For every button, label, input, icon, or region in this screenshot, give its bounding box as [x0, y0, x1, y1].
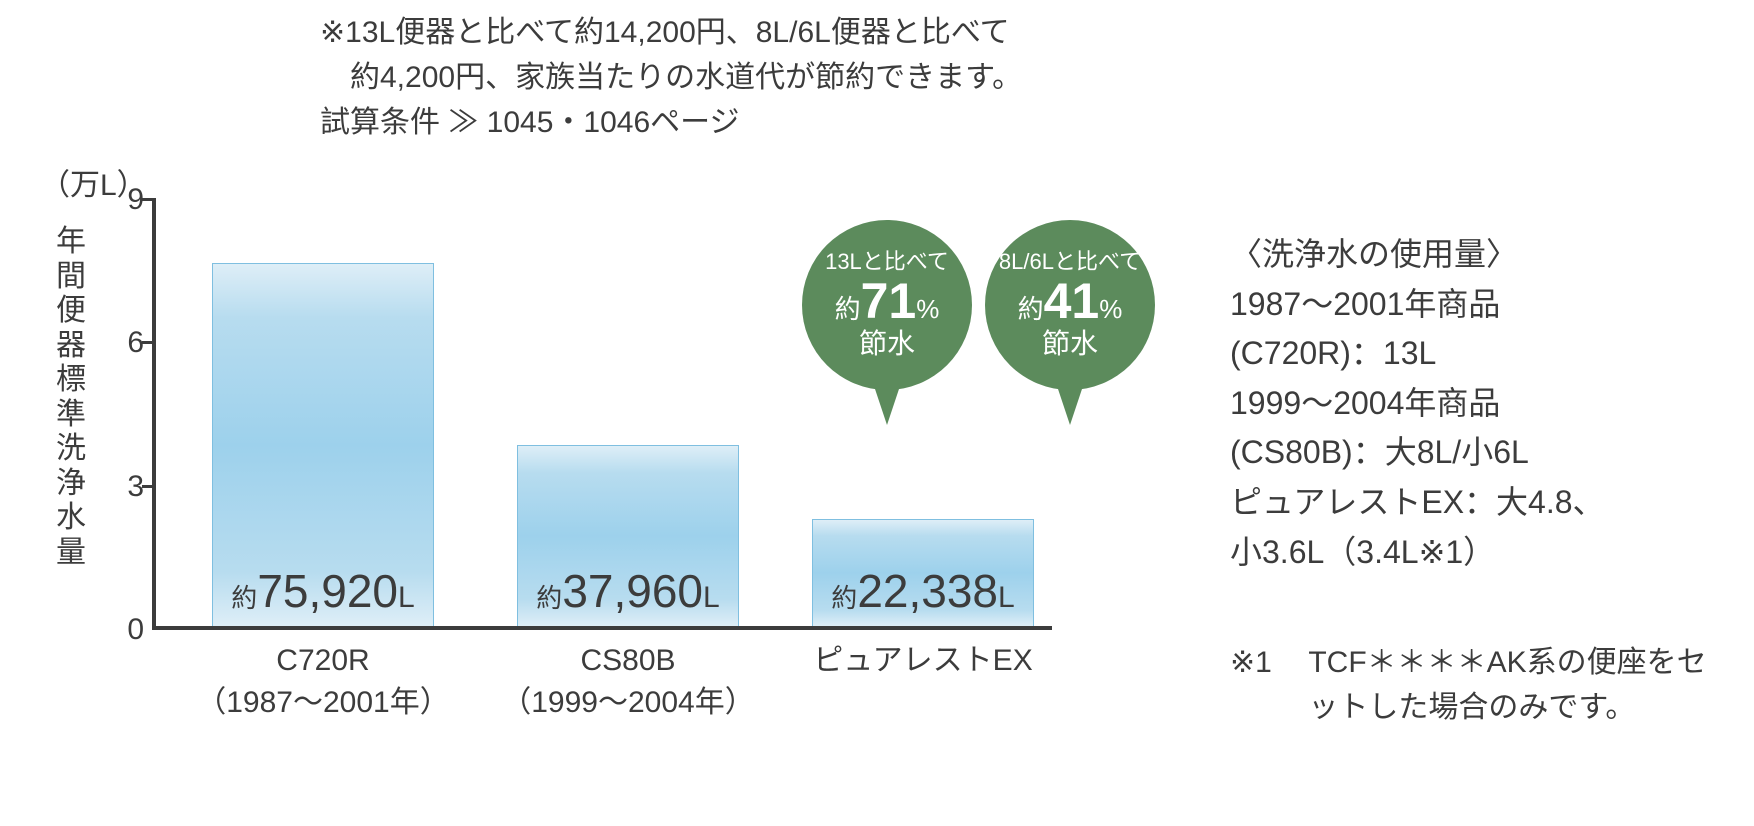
x-axis-line: [152, 626, 1052, 630]
side-line: 1987〜2001年商品: [1230, 280, 1730, 330]
side-title: 〈洗浄水の使用量〉: [1230, 230, 1730, 280]
side-notes: 〈洗浄水の使用量〉 1987〜2001年商品 (C720R)：13L 1999〜…: [1230, 230, 1730, 577]
top-notes: ※13L便器と比べて約14,200円、8L/6L便器と比べて 約4,200円、家…: [320, 10, 1220, 145]
side-line: ピュアレストEX：大4.8、: [1230, 478, 1730, 528]
y-tick-mark: [142, 198, 156, 201]
x-category-label: C720R（1987〜2001年）: [173, 640, 473, 724]
bar: 約37,960L: [517, 445, 739, 626]
x-category-label: CS80B（1999〜2004年）: [478, 640, 778, 724]
y-tick-label: 9: [102, 183, 144, 217]
y-tick-mark: [142, 485, 156, 488]
bar-value-label: 約37,960L: [478, 564, 778, 618]
side-line: 小3.6L（3.4L※1）: [1230, 528, 1730, 578]
bar-value-label: 約75,920L: [173, 564, 473, 618]
y-tick-label: 3: [102, 470, 144, 504]
plot-area: 0369約75,920L約37,960L約22,338L13Lと比べて約71%節…: [152, 200, 1200, 630]
y-tick-label: 6: [102, 326, 144, 360]
bar: 約75,920L: [212, 263, 434, 626]
side-line: (CS80B)：大8L/小6L: [1230, 428, 1730, 478]
badge-pointer: [873, 383, 901, 425]
badge-pointer: [1056, 383, 1084, 425]
bar-chart: 0369約75,920L約37,960L約22,338L13Lと比べて約71%節…: [100, 200, 1200, 630]
y-axis-title: 年間便器標準洗浄水量: [55, 225, 87, 570]
footnote-label: ※1: [1230, 640, 1300, 685]
savings-badge: 8L/6Lと比べて約41%節水: [985, 220, 1155, 390]
y-axis-line: [152, 200, 156, 630]
note-line: 試算条件 ≫ 1045・1046ページ: [320, 100, 1220, 145]
x-category-label: ピュアレストEX: [773, 640, 1073, 682]
bar: 約22,338L: [812, 519, 1034, 626]
footnote: ※1 TCF＊＊＊＊AK系の便座をセットした場合のみです。: [1230, 640, 1740, 730]
bar-value-label: 約22,338L: [773, 564, 1073, 618]
y-tick-label: 0: [102, 613, 144, 647]
side-line: 1999〜2004年商品: [1230, 379, 1730, 429]
savings-badge: 13Lと比べて約71%節水: [802, 220, 972, 390]
note-line: 約4,200円、家族当たりの水道代が節約できます。: [320, 55, 1220, 100]
footnote-body: TCF＊＊＊＊AK系の便座をセットした場合のみです。: [1308, 640, 1728, 730]
y-tick-mark: [142, 341, 156, 344]
note-line: ※13L便器と比べて約14,200円、8L/6L便器と比べて: [320, 10, 1220, 55]
side-line: (C720R)：13L: [1230, 329, 1730, 379]
